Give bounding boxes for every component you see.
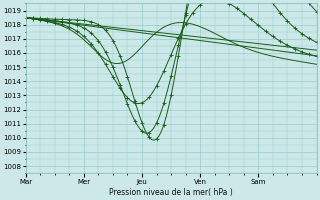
X-axis label: Pression niveau de la mer( hPa ): Pression niveau de la mer( hPa ) [109, 188, 233, 197]
